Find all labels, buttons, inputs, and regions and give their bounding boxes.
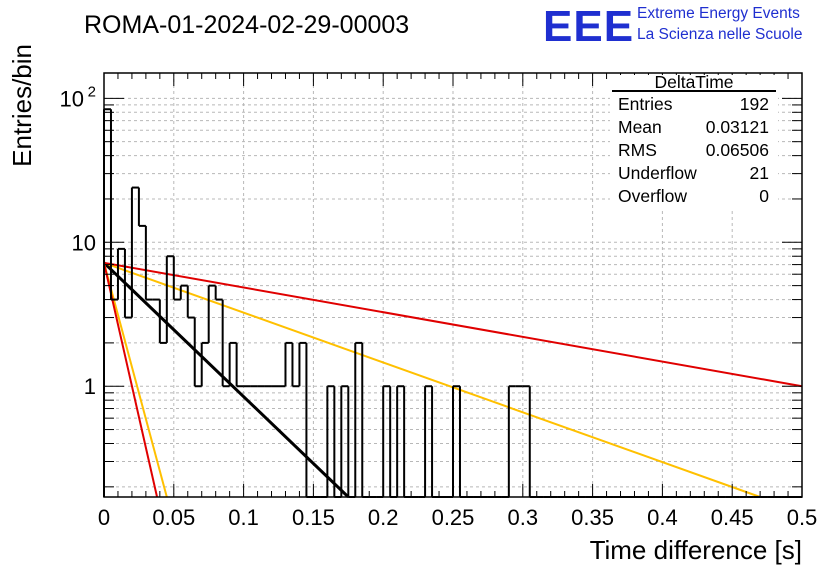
stats-row-value: 0.06506 (706, 140, 769, 160)
stats-row-label: Mean (618, 117, 662, 137)
y-tick-label-exponent: 2 (88, 83, 96, 100)
x-tick-label: 0.4 (647, 505, 678, 530)
grid (104, 73, 802, 497)
x-tick-label: 0.1 (228, 505, 259, 530)
stats-row-label: Entries (618, 94, 673, 114)
fit-lines (102, 261, 803, 499)
x-tick-label: 0.3 (508, 505, 539, 530)
x-tick-label: 0.5 (787, 505, 818, 530)
logo-mark: EEE (543, 2, 634, 51)
fit-line (103, 262, 159, 498)
y-axis-label: Entries/bin (7, 44, 37, 167)
y-tick-label: 10 (72, 230, 96, 255)
y-tick-label: 1 (84, 374, 96, 399)
fit-line (103, 262, 168, 498)
stats-row-value: 0.03121 (706, 117, 769, 137)
logo-line1: Extreme Energy Events (637, 5, 800, 22)
x-tick-label: 0.15 (292, 505, 335, 530)
stats-row-label: Underflow (618, 163, 697, 183)
stats-box: DeltaTime Entries 192 Mean 0.03121 RMS 0.0650… (610, 72, 778, 211)
logo-line2: La Scienza nelle Scuole (637, 26, 802, 43)
stats-name: DeltaTime (654, 72, 733, 92)
stats-row-label: Overflow (618, 186, 687, 206)
fit-line (102, 261, 350, 499)
stats-box-bg (610, 75, 778, 211)
x-tick-label: 0.2 (368, 505, 399, 530)
x-tick-label: 0 (98, 505, 110, 530)
x-tick-label: 0.05 (152, 505, 195, 530)
stats-row-value: 0 (759, 186, 769, 206)
x-tick-label: 0.45 (711, 505, 754, 530)
stats-rows: Entries 192 Mean 0.03121 RMS 0.06506 Underflow… (618, 94, 769, 206)
fit-line (103, 261, 761, 498)
fit-line (103, 261, 803, 388)
x-tick-label: 0.25 (432, 505, 475, 530)
x-axis-label: Time difference [s] (590, 535, 802, 565)
stats-row-value: 21 (750, 163, 769, 183)
stats-row-label: RMS (618, 140, 657, 160)
stats-row-value: 192 (740, 94, 769, 114)
y-tick-label: 10 (60, 86, 84, 111)
chart-title: ROMA-01-2024-02-29-00003 (84, 11, 409, 39)
y-tick-label-base: 10 (60, 86, 84, 111)
x-tick-label: 0.35 (571, 505, 614, 530)
logo: EEE Extreme Energy Events La Scienza nel… (543, 2, 802, 51)
